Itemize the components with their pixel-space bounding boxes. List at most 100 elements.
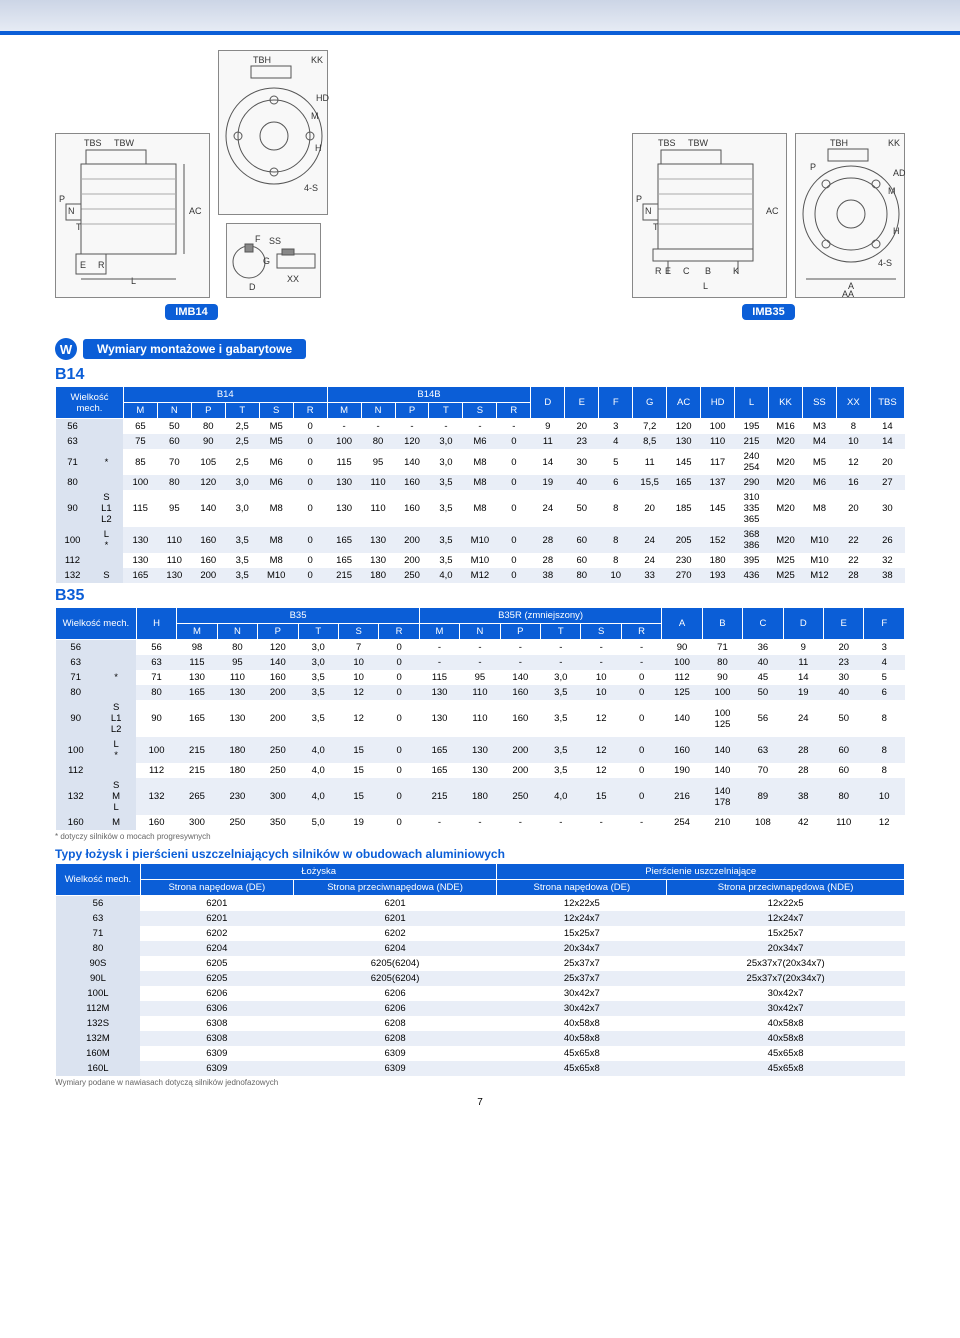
table-row: 71*711301101603,5100115951403,0100112904… bbox=[56, 670, 905, 685]
table-row: 132M6308620840x58x840x58x8 bbox=[56, 1031, 905, 1046]
col-group-b35r: B35R (zmniejszony) bbox=[419, 608, 662, 624]
table-row: 636201620112x24x712x24x7 bbox=[56, 911, 905, 926]
svg-text:AD: AD bbox=[893, 168, 906, 178]
svg-text:AC: AC bbox=[189, 206, 202, 216]
table-row: 806204620420x34x720x34x7 bbox=[56, 941, 905, 956]
svg-text:E: E bbox=[665, 266, 671, 276]
svg-text:L: L bbox=[703, 281, 708, 291]
col-lozyska: Łożyska bbox=[140, 864, 497, 880]
svg-text:TBW: TBW bbox=[688, 138, 709, 148]
svg-text:H: H bbox=[315, 143, 322, 153]
col-group-b35: B35 bbox=[177, 608, 420, 624]
svg-text:TBS: TBS bbox=[84, 138, 102, 148]
svg-text:R: R bbox=[655, 266, 662, 276]
drawing-shaft-key: F G D SS XX bbox=[226, 223, 321, 298]
drawing-group-b14: TBS TBW PNT E R L AC bbox=[55, 50, 328, 298]
svg-text:B: B bbox=[705, 266, 711, 276]
bearings-title: Typy łożysk i pierścieni uszczelniającyc… bbox=[55, 847, 905, 861]
drawing-motor-b14-side: TBS TBW PNT E R L AC bbox=[55, 133, 210, 298]
table-row: 90S L1 L2901651302003,51201301101603,512… bbox=[56, 700, 905, 737]
drawing-flange-b35: TBHKK PM ADH 4-S AAA bbox=[795, 133, 905, 298]
svg-text:KK: KK bbox=[311, 55, 323, 65]
table-row: 80801651302003,51201301101603,5100125100… bbox=[56, 685, 905, 700]
svg-text:R: R bbox=[98, 260, 105, 270]
svg-text:K: K bbox=[733, 266, 739, 276]
svg-text:N: N bbox=[645, 206, 652, 216]
svg-text:H: H bbox=[893, 226, 900, 236]
bearings-footnote: Wymiary podane w nawiasach dotyczą silni… bbox=[55, 1078, 905, 1087]
svg-text:4-S: 4-S bbox=[878, 258, 892, 268]
table-row: 160M1603002503505,0190------254210108421… bbox=[56, 815, 905, 830]
tag-imb14: IMB14 bbox=[165, 304, 217, 320]
svg-text:M: M bbox=[311, 111, 319, 121]
top-gradient-band bbox=[0, 0, 960, 35]
svg-text:E: E bbox=[80, 260, 86, 270]
table-row: 90S L1 L2115951403,0M801301101603,5M8024… bbox=[56, 490, 905, 527]
table-row: 160L6309630945x65x845x65x8 bbox=[56, 1061, 905, 1076]
table-row: 716202620215x25x715x25x7 bbox=[56, 926, 905, 941]
table-row: 132S6308620840x58x840x58x8 bbox=[56, 1016, 905, 1031]
svg-text:M: M bbox=[888, 186, 896, 196]
drawing-flange-b14: TBH KK HD M H 4-S bbox=[218, 50, 328, 215]
col-wielkosc-b35: Wielkość mech. bbox=[56, 608, 137, 640]
table-b35: Wielkość mech. H B35 B35R (zmniejszony) … bbox=[55, 607, 905, 830]
svg-text:KK: KK bbox=[888, 138, 900, 148]
svg-text:C: C bbox=[683, 266, 690, 276]
b35-footnote: * dotyczy silników o mocach progresywnyc… bbox=[55, 832, 905, 841]
table-row: 80100801203,0M601301101603,5M801940615,5… bbox=[56, 475, 905, 490]
col-group-b14: B14 bbox=[123, 387, 327, 403]
svg-text:TBW: TBW bbox=[114, 138, 135, 148]
col-group-b14b: B14B bbox=[327, 387, 531, 403]
svg-text:P: P bbox=[636, 194, 642, 204]
svg-text:SS: SS bbox=[269, 236, 281, 246]
svg-text:TBH: TBH bbox=[830, 138, 848, 148]
table-row: 71*85701052,5M60115951403,0M801430511145… bbox=[56, 449, 905, 475]
col-pierscienie: Pierścienie uszczelniające bbox=[497, 864, 905, 880]
svg-text:TBS: TBS bbox=[658, 138, 676, 148]
drawing-motor-b35-side: TBS TBW PNT RE C B K L bbox=[632, 133, 787, 298]
table-row: 6363115951403,0100------100804011234 bbox=[56, 655, 905, 670]
svg-text:F: F bbox=[255, 234, 261, 244]
table-row: 132S M L1322652303004,01502151802504,015… bbox=[56, 778, 905, 815]
table-row: 100L *1301101603,5M801651302003,5M100286… bbox=[56, 527, 905, 553]
svg-text:T: T bbox=[76, 222, 82, 232]
svg-text:AC: AC bbox=[766, 206, 779, 216]
table-row: 112M6306620630x42x730x42x7 bbox=[56, 1001, 905, 1016]
drawing-group-b35: TBSTBW PNT REC BK L bbox=[632, 133, 905, 298]
table-row: 160M6309630945x65x845x65x8 bbox=[56, 1046, 905, 1061]
w-badge: W bbox=[55, 338, 77, 360]
table-row: 90L62056205(6204)25x37x725x37x7(20x34x7) bbox=[56, 971, 905, 986]
svg-text:HD: HD bbox=[316, 93, 329, 103]
svg-text:N: N bbox=[68, 206, 75, 216]
table-row: 565698801203,070------9071369203 bbox=[56, 640, 905, 656]
svg-text:T: T bbox=[653, 222, 659, 232]
svg-text:G: G bbox=[263, 256, 270, 266]
svg-text:4-S: 4-S bbox=[304, 183, 318, 193]
col-wielkosc-bear: Wielkość mech. bbox=[56, 864, 141, 896]
table-row: 1121122151802504,01501651302003,51201901… bbox=[56, 763, 905, 778]
tag-imb35: IMB35 bbox=[742, 304, 794, 320]
table-row: 637560902,5M50100801203,0M60112348,51301… bbox=[56, 434, 905, 449]
table-row: 100L *1002151802504,01501651302003,51201… bbox=[56, 737, 905, 763]
section-title: Wymiary montażowe i gabarytowe bbox=[83, 339, 306, 359]
svg-text:D: D bbox=[249, 282, 256, 292]
page-content: TBSTBW PNT ER L AC bbox=[0, 35, 960, 1128]
page-number: 7 bbox=[55, 1097, 905, 1108]
section-header-dimensions: W Wymiary montażowe i gabarytowe bbox=[55, 338, 905, 360]
svg-text:AA: AA bbox=[842, 289, 854, 299]
svg-text:P: P bbox=[59, 194, 65, 204]
b14-title: B14 bbox=[55, 366, 905, 384]
table-row: 132S1651302003,5M1002151802504,0M1203880… bbox=[56, 568, 905, 583]
svg-text:XX: XX bbox=[287, 274, 299, 284]
table-row: 90S62056205(6204)25x37x725x37x7(20x34x7) bbox=[56, 956, 905, 971]
table-b14: Wielkość mech. B14 B14B DEFG ACHDLKK SSX… bbox=[55, 386, 905, 583]
table-bearings: Wielkość mech. Łożyska Pierścienie uszcz… bbox=[55, 863, 905, 1076]
b35-title: B35 bbox=[55, 587, 905, 605]
col-h: H bbox=[136, 608, 176, 640]
svg-text:TBH: TBH bbox=[253, 55, 271, 65]
svg-text:L: L bbox=[131, 276, 136, 286]
svg-text:P: P bbox=[810, 162, 816, 172]
table-row: 1121301101603,5M801651302003,5M100286082… bbox=[56, 553, 905, 568]
drawings-row: TBSTBW PNT ER L AC bbox=[55, 50, 905, 320]
table-row: 566201620112x22x512x22x5 bbox=[56, 896, 905, 912]
